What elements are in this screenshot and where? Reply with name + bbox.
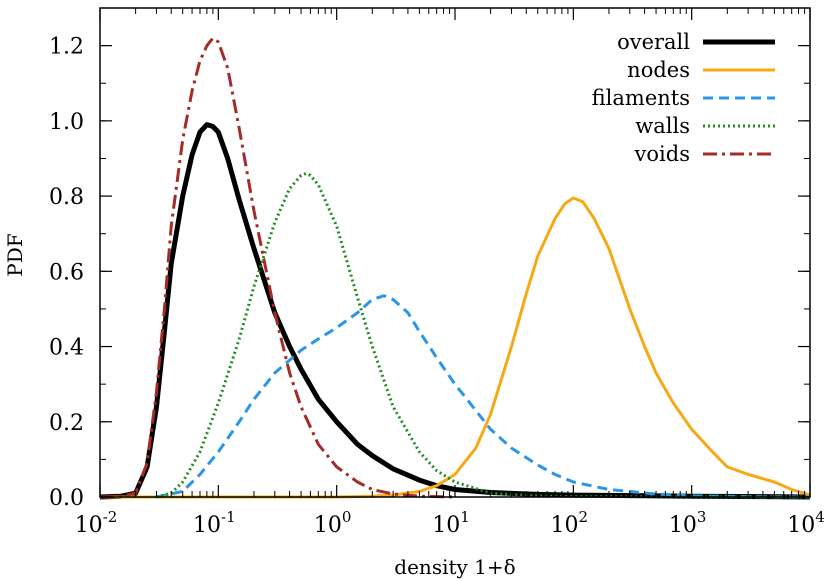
- x-tick-label: 10-2: [75, 508, 118, 538]
- y-tick-label: 0.0: [49, 486, 84, 511]
- x-tick-label: 104: [787, 508, 825, 538]
- x-tick-label: 100: [314, 508, 352, 538]
- legend-label-filaments: filaments: [592, 86, 690, 110]
- y-tick-label: 0.6: [49, 260, 84, 285]
- tick-labels-group: 10-2 10-1 100 101 102 103 104 0.0 0.2 0.4 0.6 0.8 1.…: [49, 35, 825, 538]
- legend-label-voids: voids: [634, 142, 690, 166]
- series-line-voids: [99, 36, 456, 499]
- y-axis-label: PDF: [3, 233, 27, 276]
- legend-label-walls: walls: [635, 114, 690, 138]
- series-line-overall: [99, 122, 811, 500]
- plot-frame: [99, 7, 811, 498]
- legend-label-nodes: nodes: [627, 58, 690, 82]
- series-line-nodes: [100, 196, 811, 499]
- x-tick-label: 10-1: [193, 508, 236, 538]
- x-tick-label: 101: [432, 508, 470, 538]
- series-line-walls: [156, 172, 811, 499]
- x-tick-label: 103: [669, 508, 707, 538]
- series-line-filaments: [156, 294, 811, 499]
- curves-group: [99, 36, 811, 500]
- y-tick-label: 1.0: [49, 110, 84, 135]
- legend-label-overall: overall: [617, 30, 690, 54]
- y-tick-label: 0.4: [49, 336, 84, 361]
- x-axis-label: density 1+δ: [394, 555, 515, 579]
- x-tick-label: 102: [551, 508, 589, 538]
- legend: overall nodes filaments walls voids: [592, 30, 775, 166]
- ticks-group: [99, 8, 811, 498]
- y-tick-label: 1.2: [49, 35, 84, 60]
- y-tick-label: 0.8: [49, 185, 84, 210]
- y-tick-label: 0.2: [49, 411, 84, 436]
